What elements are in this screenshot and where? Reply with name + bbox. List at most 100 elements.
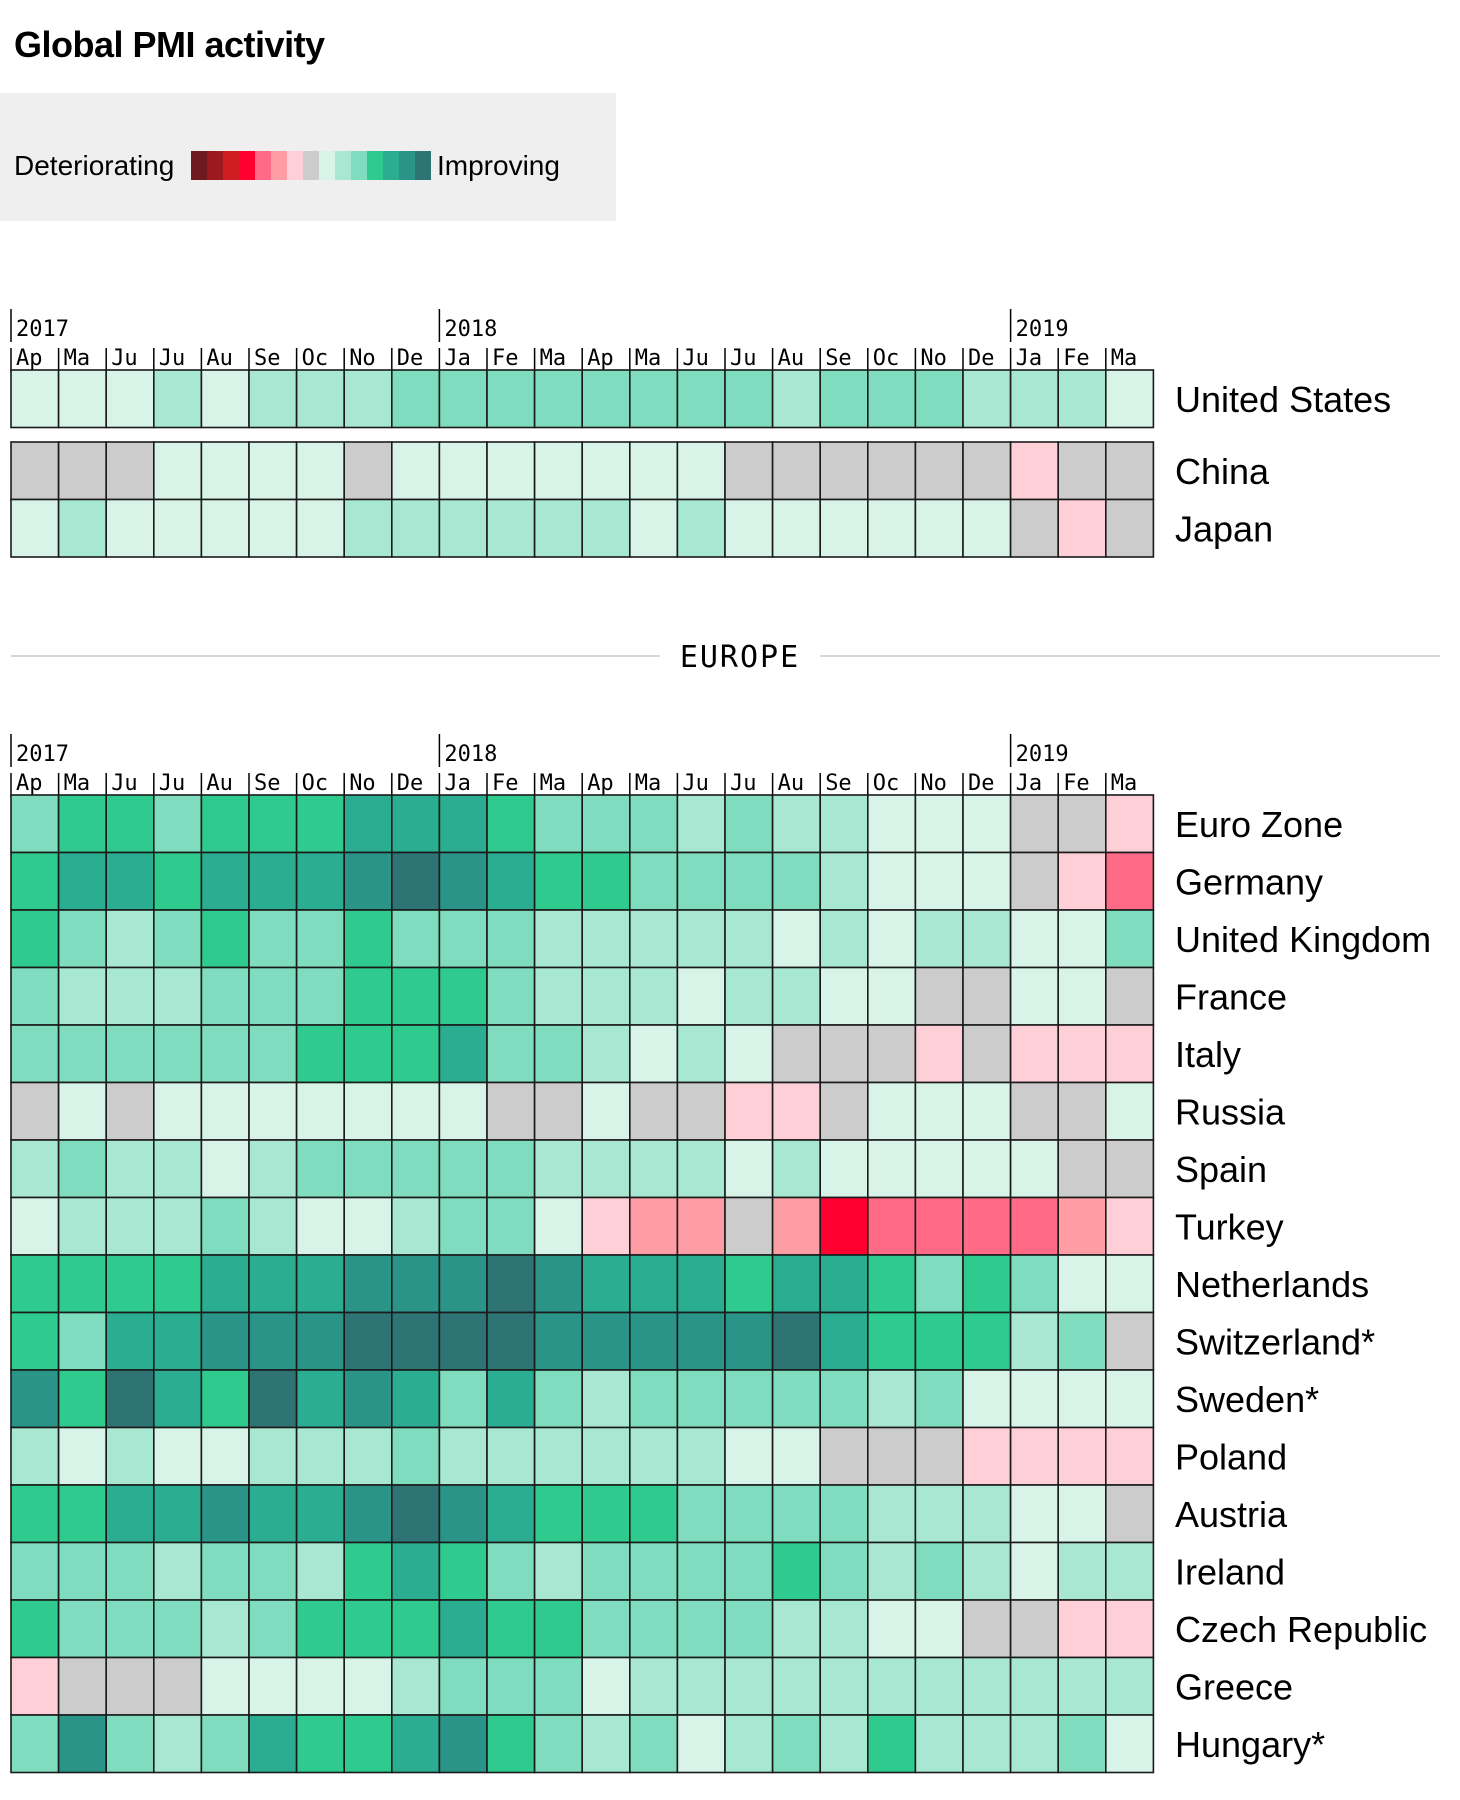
heatmap-cell: [819, 1196, 869, 1256]
heatmap-cell: [1105, 851, 1155, 911]
heatmap-cell: [153, 966, 203, 1026]
heatmap-cell: [676, 369, 726, 429]
legend-swatch: [255, 151, 271, 180]
heatmap-cell: [486, 1714, 536, 1774]
heatmap-cell: [676, 909, 726, 969]
heatmap-cell: [10, 369, 60, 429]
heatmap-cell: [962, 1024, 1012, 1084]
heatmap-cell: [676, 1081, 726, 1141]
month-label: Oc: [302, 346, 329, 371]
heatmap-cell: [10, 1484, 60, 1544]
row-label: Poland: [1175, 1436, 1287, 1477]
heatmap-cell: [1009, 1599, 1059, 1659]
month-label: Se: [825, 346, 852, 371]
heatmap-cell: [914, 851, 964, 911]
heatmap-cell: [438, 1541, 488, 1601]
heatmap-cell: [57, 794, 107, 854]
month-label: Ju: [730, 346, 757, 371]
month-label: Au: [778, 771, 805, 796]
heatmap-cell: [1057, 1656, 1107, 1716]
heatmap-cell: [628, 1599, 679, 1659]
heatmap-cell: [962, 1656, 1012, 1716]
heatmap-cell: [866, 1024, 917, 1084]
heatmap-cell: [676, 1254, 726, 1314]
heatmap-cell: [1057, 369, 1107, 429]
heatmap-cell: [1105, 1541, 1155, 1601]
heatmap-cell: [343, 1254, 393, 1314]
heatmap-cell: [581, 1139, 631, 1199]
heatmap-cell: [10, 1081, 60, 1141]
year-label: 2018: [444, 317, 497, 342]
legend-swatch: [223, 151, 239, 180]
heatmap-cell: [390, 909, 441, 969]
heatmap-cell: [105, 1426, 155, 1486]
heatmap-cell: [248, 1541, 298, 1601]
heatmap-cell: [57, 1139, 107, 1199]
heatmap-cell: [486, 498, 536, 558]
heatmap-cell: [153, 369, 203, 429]
year-label: 2019: [1016, 317, 1069, 342]
heatmap-cell: [1105, 1196, 1155, 1256]
heatmap-cell: [676, 1024, 726, 1084]
heatmap-cell: [628, 1656, 679, 1716]
heatmap-cell: [676, 966, 726, 1026]
legend-swatch: [303, 151, 319, 180]
heatmap-cell: [914, 1599, 964, 1659]
heatmap-cell: [1105, 1369, 1155, 1429]
heatmap-cell: [676, 1599, 726, 1659]
month-label: Ma: [540, 346, 567, 371]
heatmap-cell: [533, 498, 583, 558]
heatmap-cell: [57, 1369, 107, 1429]
heatmap-cell: [10, 1714, 60, 1774]
heatmap-cell: [248, 966, 298, 1026]
heatmap-cell: [200, 966, 250, 1026]
heatmap-cell: [914, 1196, 964, 1256]
heatmap-cell: [105, 1024, 155, 1084]
heatmap-cell: [200, 794, 250, 854]
heatmap-cell: [771, 794, 821, 854]
heatmap-cell: [200, 369, 250, 429]
heatmap-cell: [200, 1714, 250, 1774]
heatmap-cell: [390, 1541, 441, 1601]
heatmap-cell: [486, 1484, 536, 1544]
heatmap-cell: [343, 1081, 393, 1141]
heatmap-cell: [1009, 1081, 1059, 1141]
heatmap-cell: [1009, 851, 1059, 911]
legend-color-scale: [191, 151, 431, 180]
heatmap-cell: [153, 1311, 203, 1371]
heatmap-cell: [819, 851, 869, 911]
month-label: Ap: [587, 771, 614, 796]
heatmap-cell: [153, 498, 203, 558]
heatmap-cell: [248, 1139, 298, 1199]
row-label: Ireland: [1175, 1551, 1285, 1592]
month-label: Ma: [1111, 771, 1138, 796]
heatmap-cell: [1009, 441, 1059, 501]
heatmap-cell: [438, 1714, 488, 1774]
heatmap-cell: [724, 1426, 774, 1486]
heatmap-cell: [105, 1311, 155, 1371]
heatmap-cell: [533, 851, 583, 911]
month-label: Ap: [16, 771, 43, 796]
row-label: Netherlands: [1175, 1264, 1369, 1305]
legend-swatch: [335, 151, 351, 180]
heatmap-cell: [57, 909, 107, 969]
heatmap-cell: [724, 1541, 774, 1601]
heatmap-cell: [295, 1599, 346, 1659]
heatmap-cell: [819, 909, 869, 969]
month-label: Ja: [1016, 771, 1043, 796]
heatmap-cell: [248, 498, 298, 558]
heatmap-cell: [200, 1139, 250, 1199]
heatmap-cell: [533, 1311, 583, 1371]
row-label: Germany: [1175, 861, 1323, 902]
heatmap-cell: [1057, 1196, 1107, 1256]
heatmap-cell: [390, 966, 441, 1026]
row-label: Italy: [1175, 1034, 1241, 1075]
heatmap-cell: [628, 1254, 679, 1314]
month-label: Au: [206, 346, 233, 371]
heatmap-cell: [343, 1541, 393, 1601]
heatmap-cell: [343, 369, 393, 429]
heatmap-cell: [628, 1426, 679, 1486]
heatmap-cell: [914, 1484, 964, 1544]
heatmap-cell: [200, 909, 250, 969]
legend-swatch: [287, 151, 303, 180]
